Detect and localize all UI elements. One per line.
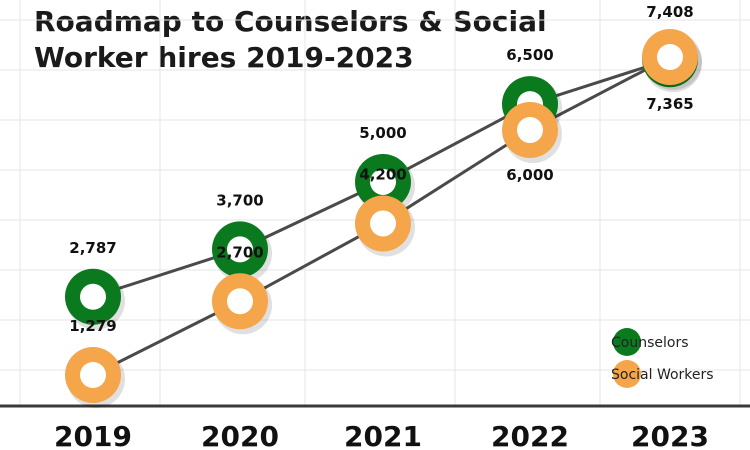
social-workers-marker [642,29,702,90]
social-workers-data-label: 1,279 [69,317,116,335]
counselors-data-label: 5,000 [359,124,406,142]
legend: Counselors Social Workers [611,328,714,388]
social-workers-data-label: 2,700 [216,243,263,261]
legend-label: Social Workers [611,367,714,383]
social-workers-marker [212,273,272,335]
legend-swatch [613,360,641,388]
legend-label: Counselors [611,335,689,351]
counselors-data-label: 3,700 [216,191,263,209]
counselors-data-label: 7,365 [646,95,693,113]
social-workers-data-label: 6,000 [506,166,553,184]
counselors-marker [65,268,125,330]
legend-item: Social Workers [611,360,714,388]
social-workers-data-label: 7,408 [646,3,693,21]
legend-swatch [613,328,641,356]
counselors-marker [355,153,415,215]
legend-item: Counselors [611,328,689,356]
social-workers-marker [355,195,415,257]
counselors-data-label: 6,500 [506,46,553,64]
x-tick-label: 2022 [491,420,569,450]
data-labels: 2,787 3,700 5,000 6,500 7,365 1,279 2,700 4,200… [69,3,693,335]
x-tick-label: 2019 [54,420,132,450]
social-workers-marker [65,347,125,408]
x-tick-label: 2020 [201,420,279,450]
social-workers-data-label: 4,200 [359,165,406,183]
chart-title: Roadmap to Counselors & Social Worker hi… [34,5,547,74]
series-markers [65,29,702,408]
counselors-marker [212,221,272,283]
counselors-data-label: 2,787 [69,239,116,257]
x-tick-labels: 2019 2020 2021 2022 2023 [54,420,709,450]
x-tick-label: 2023 [631,420,709,450]
social-workers-marker [502,102,562,164]
x-tick-label: 2021 [344,420,422,450]
